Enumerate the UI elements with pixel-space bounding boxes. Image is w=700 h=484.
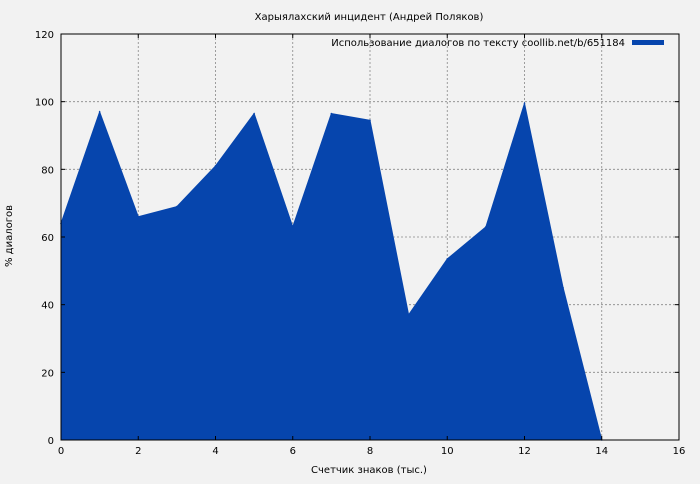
data-point: [214, 165, 217, 167]
x-tick-label: 6: [290, 446, 296, 457]
data-point: [291, 226, 294, 228]
data-point: [176, 205, 178, 208]
legend: Использование диалогов по тексту coollib…: [331, 38, 664, 49]
x-tick-label: 12: [518, 446, 531, 457]
data-point: [523, 102, 526, 105]
y-tick-label: 40: [41, 301, 54, 312]
data-point: [137, 215, 140, 218]
y-tick-label: 120: [35, 30, 54, 41]
y-tick-label: 0: [48, 436, 54, 447]
chart-title: Харыялахский инцидент (Андрей Поляков): [255, 12, 484, 23]
data-point: [407, 314, 410, 316]
x-tick-label: 8: [367, 446, 373, 457]
y-tick-label: 100: [35, 98, 54, 109]
data-point: [562, 286, 564, 289]
legend-swatch: [632, 40, 664, 45]
x-tick-label: 14: [595, 446, 608, 457]
axis-ticks: 0 2 4 6 8 10 12 14 16 0 20 40 60 80 100 120: [35, 30, 685, 457]
y-tick-label: 20: [41, 368, 54, 379]
data-point: [330, 112, 333, 115]
data-point: [485, 226, 487, 228]
y-tick-label: 60: [41, 233, 54, 244]
y-tick-label: 80: [41, 165, 54, 176]
x-tick-label: 4: [212, 446, 218, 457]
data-point: [369, 119, 371, 122]
series-layer: [60, 101, 603, 441]
x-tick-label: 2: [135, 446, 141, 457]
x-axis-label: Счетчик знаков (тыс.): [311, 465, 427, 476]
x-tick-label: 10: [441, 446, 454, 457]
x-tick-label: 0: [58, 446, 64, 457]
data-point: [446, 258, 449, 260]
y-axis-label: % диалогов: [4, 205, 15, 267]
data-point: [98, 111, 101, 113]
x-tick-label: 16: [673, 446, 686, 457]
data-point: [253, 112, 255, 115]
legend-label: Использование диалогов по тексту coollib…: [331, 38, 625, 49]
